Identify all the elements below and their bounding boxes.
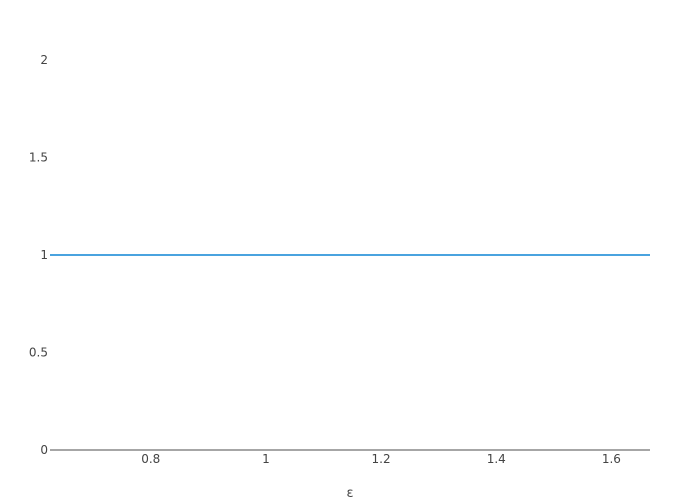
x-tick-label: 1.4 [487,452,506,466]
y-tick-label: 0 [40,443,48,457]
x-tick-label: 1.6 [602,452,621,466]
y-tick-label: 2 [40,53,48,67]
x-axis-title: ε [346,486,353,500]
x-axis: 0.8 1 1.2 1.4 1.6 [50,449,650,466]
y-axis: 0 0.5 1 1.5 2 [29,53,48,457]
y-tick-label: 1.5 [29,151,48,165]
x-tick-label: 0.8 [141,452,160,466]
x-tick-label: 1 [262,452,270,466]
y-tick-label: 1 [40,248,48,262]
y-tick-label: 0.5 [29,346,48,360]
x-tick-label: 1.2 [372,452,391,466]
